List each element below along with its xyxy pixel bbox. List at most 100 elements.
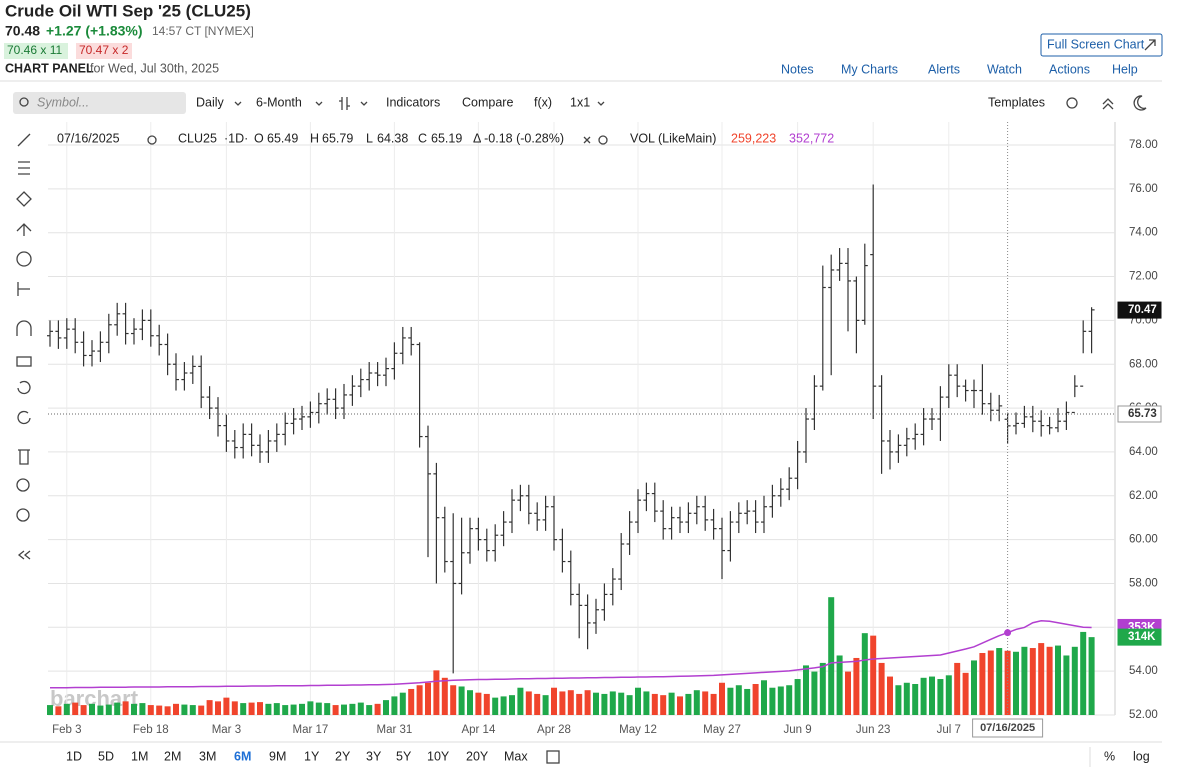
period-button[interactable]: 5D	[98, 749, 114, 763]
volume-bar	[315, 702, 322, 715]
volume-bar	[819, 662, 826, 715]
period-button[interactable]: 2Y	[335, 749, 351, 763]
last-price-label: 70.47	[1128, 304, 1157, 316]
volume-bar	[55, 706, 62, 715]
calendar-icon[interactable]	[546, 750, 560, 764]
fx-button[interactable]: f(x)	[534, 95, 552, 109]
bar-type-icon[interactable]	[339, 97, 350, 110]
symbol-placeholder[interactable]: Symbol...	[37, 95, 89, 109]
volume-bar	[1029, 648, 1036, 715]
tool-number[interactable]	[16, 251, 32, 267]
volume-bar	[693, 690, 700, 715]
tool-measure[interactable]	[17, 282, 30, 296]
tool-delete[interactable]	[18, 449, 30, 465]
templates-button[interactable]: Templates	[988, 95, 1045, 109]
y-tick-label: 64.00	[1129, 446, 1158, 458]
tool-lock[interactable]	[16, 356, 32, 367]
tool-zoom-out[interactable]	[16, 508, 30, 522]
volume-bar	[1071, 646, 1078, 715]
tool-shape[interactable]	[16, 191, 32, 207]
volume-bar	[265, 703, 272, 715]
eye-icon[interactable]	[147, 135, 157, 145]
header-link[interactable]: Actions	[1049, 62, 1090, 76]
x-tick-label: Jul 7	[937, 724, 961, 736]
volume-bar	[156, 705, 163, 715]
volume-bar	[425, 682, 431, 715]
tool-line[interactable]	[17, 133, 31, 147]
header-link[interactable]: Notes	[781, 62, 814, 76]
volume-bar	[332, 705, 339, 715]
tool-arrow[interactable]	[16, 223, 32, 236]
header-link[interactable]: Help	[1112, 62, 1138, 76]
x-tick-label: May 12	[619, 724, 657, 736]
tool-undo[interactable]	[17, 380, 31, 395]
period-button[interactable]: 6M	[234, 749, 251, 763]
fullscreen-label[interactable]: Full Screen Chart	[1047, 37, 1145, 51]
volume-bar	[206, 700, 213, 715]
volume-bar	[248, 702, 255, 715]
period-bar: 1D 5D 1M 2M 3M 6M 9M 1Y 2Y 3Y 5Y 10Y 20Y Max	[66, 749, 528, 763]
interval-select[interactable]: Daily	[196, 95, 225, 109]
period-button[interactable]: 1D	[66, 749, 82, 763]
period-button[interactable]: 1M	[131, 749, 148, 763]
header-link[interactable]: Alerts	[928, 62, 960, 76]
range-select[interactable]: 6-Month	[256, 95, 302, 109]
theme-icon[interactable]	[1133, 95, 1147, 111]
period-button[interactable]: 10Y	[427, 749, 450, 763]
period-button[interactable]: 5Y	[396, 749, 412, 763]
indicators-button[interactable]: Indicators	[386, 95, 440, 109]
compare-button[interactable]: Compare	[462, 95, 513, 109]
volume-bar	[492, 697, 499, 715]
legend-o: O	[254, 131, 264, 145]
volume-bar	[601, 693, 608, 715]
volume-bar	[47, 705, 53, 715]
volume-bar	[609, 691, 616, 715]
x-tick-label: Mar 3	[212, 724, 241, 736]
y-tick-label: 76.00	[1129, 183, 1158, 195]
last-price-label-box	[1117, 301, 1162, 319]
volume-bar	[483, 693, 490, 715]
eye-icon[interactable]	[598, 135, 608, 145]
period-button[interactable]: 1Y	[304, 749, 320, 763]
volume-bar	[752, 684, 759, 715]
volume-bar	[861, 633, 868, 715]
header-link[interactable]: My Charts	[841, 62, 898, 76]
y-tick-label: 62.00	[1129, 490, 1158, 502]
volume-bar	[962, 672, 969, 715]
tool-fib[interactable]	[18, 161, 30, 175]
crosshair-price-label: 65.73	[1128, 408, 1157, 420]
period-button[interactable]: 20Y	[466, 749, 489, 763]
period-button[interactable]: 3Y	[366, 749, 382, 763]
collapse-icon[interactable]	[1102, 98, 1114, 110]
header-link[interactable]: Watch	[987, 62, 1022, 76]
volume-bar	[475, 692, 482, 715]
volume-bar	[929, 676, 935, 715]
legend-symbol: CLU25	[178, 131, 217, 145]
y-tick-label: 58.00	[1129, 577, 1158, 589]
legend-interval: ·1D·	[224, 131, 248, 145]
legend-h: H	[310, 131, 319, 145]
volume-bar	[1021, 646, 1028, 715]
volume-bar	[887, 676, 893, 715]
percent-scale[interactable]: %	[1104, 749, 1115, 763]
log-scale[interactable]: log	[1133, 749, 1150, 763]
tool-redo[interactable]	[17, 410, 31, 425]
period-button[interactable]: Max	[504, 749, 528, 763]
volume-bar	[1063, 655, 1070, 715]
period-button[interactable]: 3M	[199, 749, 216, 763]
fullscreen-button[interactable]	[1040, 33, 1163, 57]
tool-magnet[interactable]	[16, 320, 32, 336]
volume-bar	[870, 635, 877, 715]
x-tick-label: Jun 9	[784, 724, 812, 736]
volume-bar	[668, 692, 675, 715]
tool-collapse[interactable]	[17, 550, 31, 560]
tool-zoom-in[interactable]	[16, 478, 30, 492]
symbol-search[interactable]	[13, 92, 186, 114]
layout-button[interactable]: 1x1	[570, 95, 590, 109]
legend-c: C	[418, 131, 427, 145]
volume-bar	[257, 702, 263, 715]
period-button[interactable]: 2M	[164, 749, 181, 763]
period-button[interactable]: 9M	[269, 749, 286, 763]
settings-icon[interactable]	[1066, 97, 1078, 109]
remove-icon[interactable]	[583, 136, 591, 144]
